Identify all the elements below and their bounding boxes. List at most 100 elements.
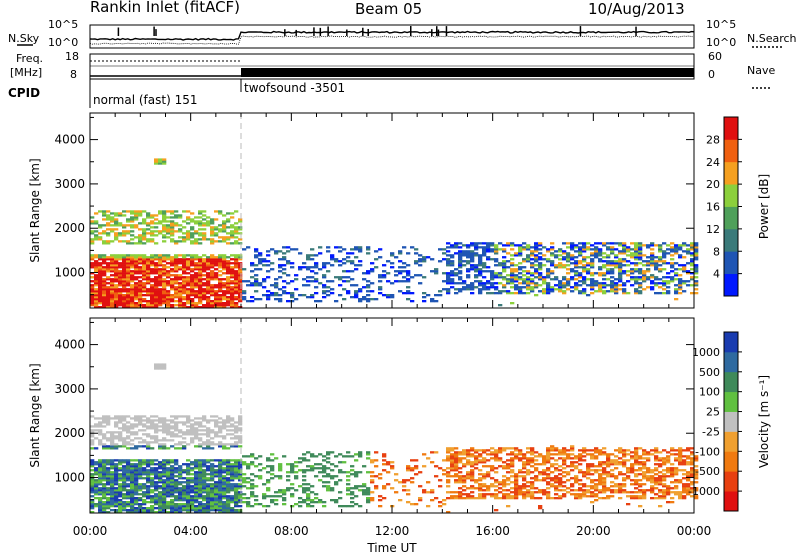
heatmap-cell [294,288,299,291]
heatmap-cell [234,505,239,508]
heatmap-cell [466,475,471,478]
heatmap-cell [550,254,555,257]
heatmap-cell [134,419,139,422]
heatmap-cell [610,264,615,267]
heatmap-cell [438,501,443,504]
heatmap-cell [166,290,171,293]
heatmap-cell [142,254,147,257]
heatmap-cell [442,469,447,472]
heatmap-cell [326,487,331,490]
heatmap-cell [198,238,203,241]
heatmap-cell [638,457,643,460]
heatmap-cell [474,479,479,482]
heatmap-cell [230,511,235,514]
heatmap-cell [194,505,199,508]
heatmap-cell [238,306,243,309]
heatmap-cell [234,425,239,428]
heatmap-cell [198,483,203,486]
heatmap-cell [210,459,215,462]
heatmap-cell [610,276,615,279]
heatmap-cell [302,469,307,472]
heatmap-cell [130,487,135,490]
heatmap-cell [142,298,147,301]
heatmap-cell [238,441,243,444]
heatmap-cell [638,290,643,293]
heatmap-cell [150,491,155,494]
heatmap-cell [110,270,115,273]
heatmap-cell [278,467,283,470]
heatmap-cell [214,232,219,235]
heatmap-cell [234,272,239,275]
heatmap-cell [518,268,523,271]
heatmap-cell [546,461,551,464]
heatmap-cell [218,240,223,243]
heatmap-cell [422,489,427,492]
heatmap-cell [498,264,503,267]
heatmap-cell [162,491,167,494]
heatmap-cell [218,509,223,512]
heatmap-cell [414,274,419,277]
heatmap-cell [210,274,215,277]
heatmap-cell [466,262,471,265]
heatmap-cell [550,453,555,456]
heatmap-cell [226,242,231,245]
heatmap-cell [162,290,167,293]
heatmap-cell [98,473,103,476]
heatmap-cell [370,298,375,301]
heatmap-cell [122,465,127,468]
heatmap-cell [222,284,227,287]
heatmap-cell [110,471,115,474]
heatmap-cell [198,228,203,231]
heatmap-cell [478,284,483,287]
heatmap-cell [562,286,567,289]
heatmap-cell [210,441,215,444]
heatmap-cell [130,443,135,446]
heatmap-cell [362,298,367,301]
heatmap-cell [578,455,583,458]
heatmap-cell [98,282,103,285]
heatmap-cell [334,483,339,486]
heatmap-cell [178,431,183,434]
heatmap-cell [674,246,679,249]
heatmap-cell [214,505,219,508]
heatmap-cell [598,260,603,263]
heatmap-cell [494,248,499,251]
heatmap-cell [110,441,115,444]
heatmap-cell [134,270,139,273]
heatmap-cell [470,477,475,480]
heatmap-cell [174,469,179,472]
heatmap-cell [122,477,127,480]
heatmap-cell [598,274,603,277]
heatmap-cell [550,242,555,245]
heatmap-cell [634,268,639,271]
heatmap-cell [510,244,515,247]
heatmap-cell [526,278,531,281]
heatmap-cell [462,244,467,247]
heatmap-cell [382,485,387,488]
heatmap-cell [502,264,507,267]
heatmap-cell [118,475,123,478]
heatmap-cell [334,481,339,484]
heatmap-cell [114,483,119,486]
heatmap-cell [222,427,227,430]
heatmap-cell [158,421,163,424]
heatmap-cell [114,264,119,267]
heatmap-cell [102,294,107,297]
heatmap-cell [358,453,363,456]
heatmap-cell [678,268,683,271]
heatmap-cell [122,425,127,428]
heatmap-cell [142,511,147,514]
heatmap-cell [158,284,163,287]
heatmap-cell [114,294,119,297]
heatmap-cell [346,292,351,295]
heatmap-cell [174,256,179,259]
heatmap-cell [658,292,663,295]
heatmap-cell [138,419,143,422]
heatmap-cell [226,459,231,462]
heatmap-cell [438,248,443,251]
heatmap-cell [122,489,127,492]
heatmap-cell [182,445,187,448]
heatmap-cell [358,489,363,492]
heatmap-cell [486,244,491,247]
heatmap-cell [542,463,547,466]
